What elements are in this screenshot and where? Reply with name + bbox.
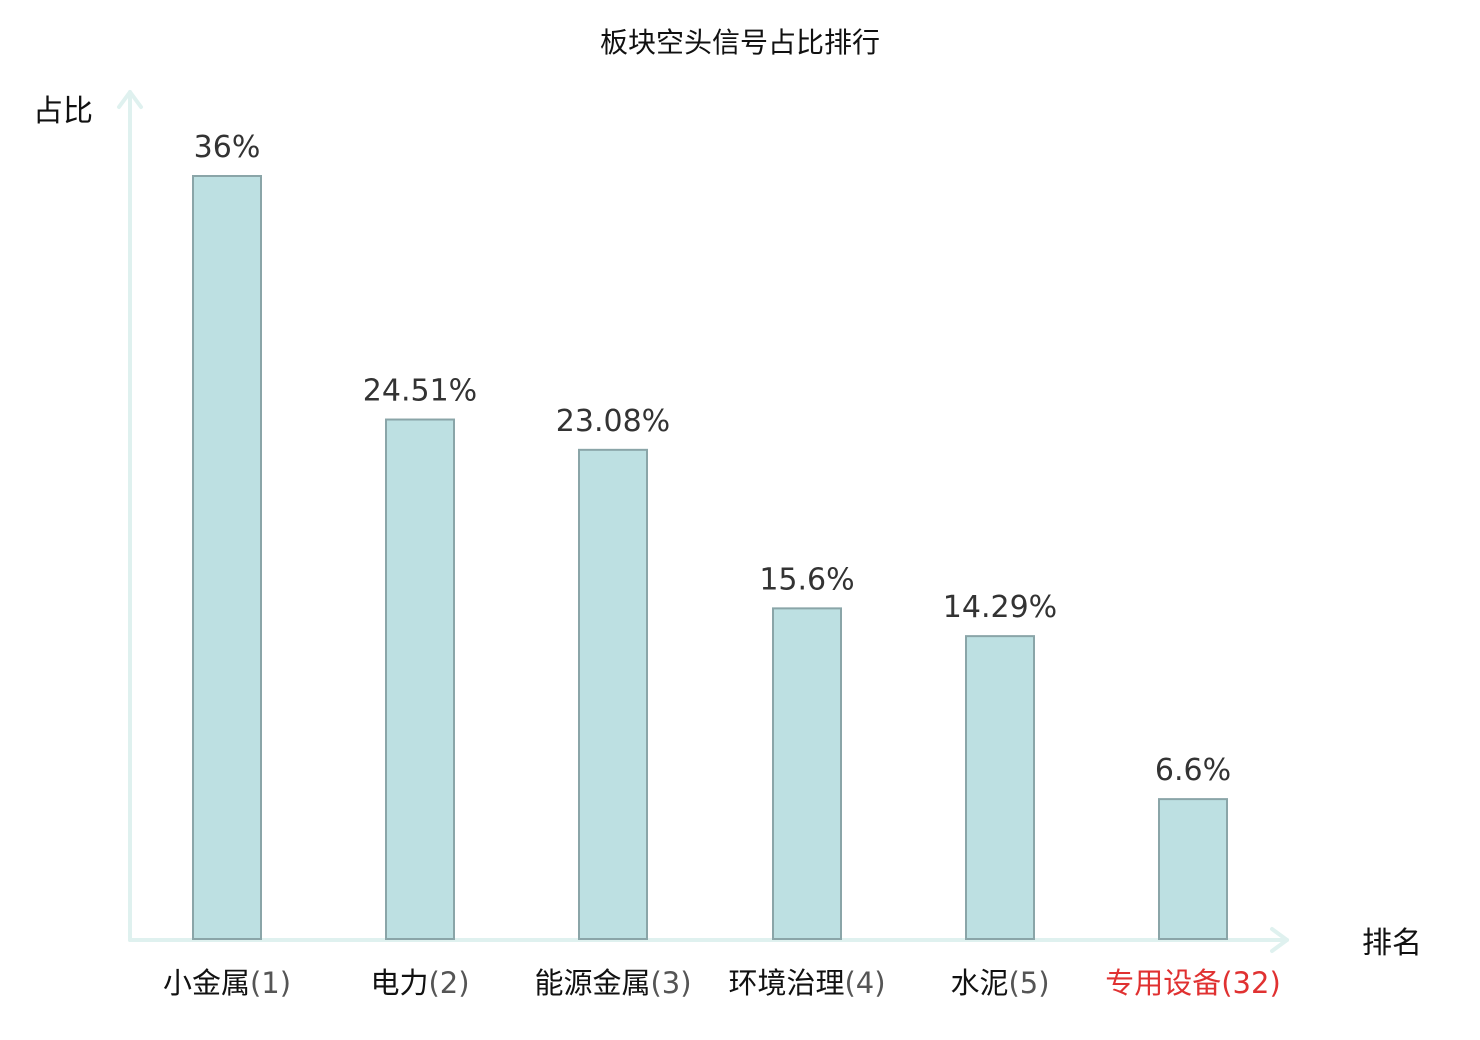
category-label-1: 小金属(1) (163, 966, 291, 1000)
bar-3 (578, 448, 648, 940)
value-label-3: 23.08% (556, 404, 670, 439)
value-label-5: 14.29% (943, 590, 1057, 625)
category-rank-5: (5) (1008, 966, 1049, 1000)
category-label-6: 专用设备(32) (1105, 966, 1281, 1000)
value-label-2: 24.51% (363, 374, 477, 409)
bar-6 (1158, 798, 1228, 940)
axes (117, 90, 1289, 953)
category-rank-6: (32) (1221, 966, 1281, 1000)
category-rank-4: (4) (844, 966, 885, 1000)
bars-group (192, 175, 1228, 941)
value-labels-group: 36% 24.51% 23.08% 15.6% 14.29% 6.6% (194, 130, 1231, 788)
category-label-4: 环境治理(4) (728, 966, 885, 1000)
bar-2 (385, 418, 455, 940)
category-label-3: 能源金属(3) (534, 966, 691, 1000)
x-axis-arrow (1270, 927, 1289, 953)
category-name-4: 环境治理 (728, 966, 844, 1000)
value-label-4: 15.6% (759, 562, 854, 597)
category-rank-3: (3) (650, 966, 691, 1000)
category-labels-group: 小金属(1) 电力(2) 能源金属(3) 环境治理(4) 水泥(5) 专用设备(32) (163, 966, 1281, 1000)
category-name-5: 水泥 (950, 966, 1008, 1000)
category-rank-2: (2) (428, 966, 469, 1000)
category-label-5: 水泥(5) (950, 966, 1049, 1000)
category-name-1: 小金属 (163, 966, 250, 1000)
value-label-1: 36% (194, 130, 261, 165)
bar-1 (192, 175, 262, 940)
category-label-2: 电力(2) (370, 966, 469, 1000)
y-axis-label: 占比 (33, 94, 93, 129)
chart-title: 板块空头信号占比排行 (600, 26, 880, 59)
bar-5 (965, 635, 1035, 941)
category-rank-1: (1) (250, 966, 291, 1000)
bar-4 (772, 607, 842, 940)
category-name-2: 电力 (370, 966, 428, 1000)
category-name-3: 能源金属 (534, 966, 650, 1000)
category-name-6: 专用设备 (1105, 966, 1221, 1000)
x-axis-label: 排名 (1362, 926, 1422, 961)
value-label-6: 6.6% (1155, 753, 1231, 788)
y-axis-arrow (117, 90, 143, 109)
